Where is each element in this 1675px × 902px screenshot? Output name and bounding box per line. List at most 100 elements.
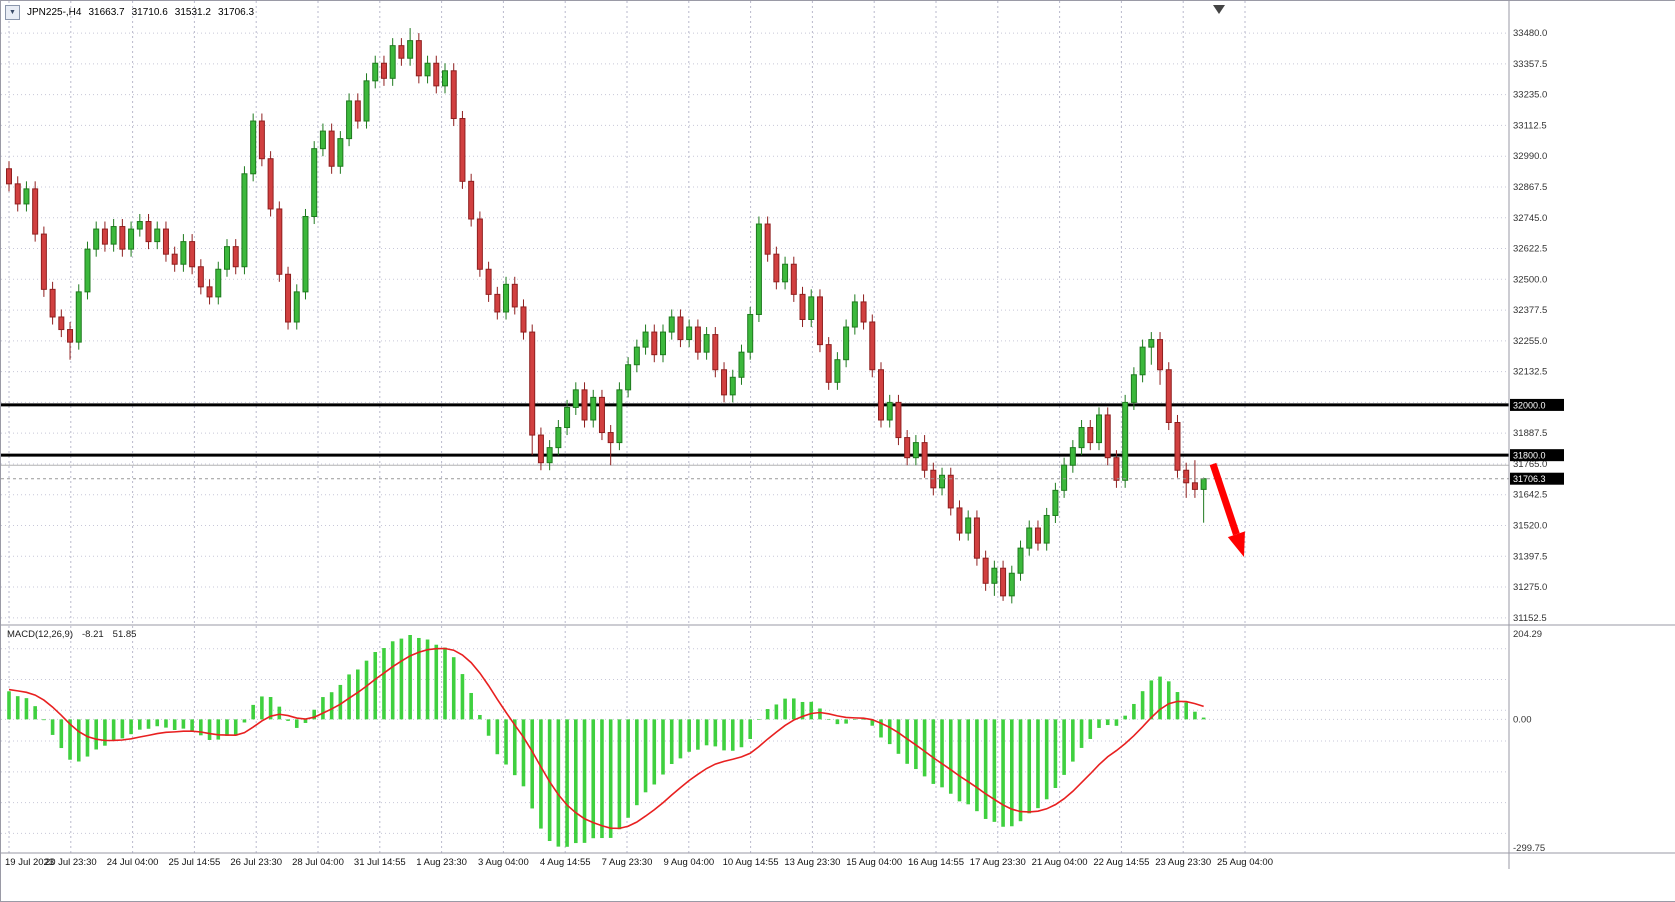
down-arrow-annotation[interactable]: [1209, 462, 1245, 557]
candle: [1148, 332, 1155, 365]
candle: [1113, 450, 1120, 488]
candle: [886, 394, 893, 428]
candle: [1043, 507, 1050, 551]
current-price-label-text: 31706.3: [1513, 474, 1546, 484]
candle: [572, 382, 579, 415]
time-axis-label: 28 Jul 04:00: [292, 857, 344, 868]
candle: [40, 226, 47, 297]
candle: [328, 123, 335, 174]
quote-high: 31710.6: [131, 7, 168, 18]
candle: [511, 276, 518, 315]
candle: [1183, 462, 1190, 498]
candle: [537, 427, 544, 471]
candle: [258, 113, 265, 167]
candle: [843, 319, 850, 368]
candle: [764, 216, 771, 262]
quote-close: 31706.3: [217, 7, 255, 18]
candle: [75, 284, 82, 350]
macd-indicator-readout: MACD(12,26,9) -8.21 51.85: [7, 629, 136, 640]
price-tick-label: 32745.0: [1513, 213, 1547, 224]
candle: [171, 246, 178, 272]
price-tick-label: 31275.0: [1513, 582, 1547, 593]
candle: [712, 327, 719, 378]
price-tick-label: 32867.5: [1513, 182, 1547, 193]
candle: [982, 550, 989, 591]
candle: [581, 382, 588, 428]
quote-low: 31531.2: [174, 7, 211, 18]
price-tick-label: 31765.0: [1513, 459, 1547, 470]
price-scale: 33480.0 33357.5 33235.0 33112.5 32990.0 32867…: [1510, 28, 1564, 854]
price-tick-label: 31642.5: [1513, 490, 1547, 501]
symbol-ohlc-readout: ▼ JPN225-,H4 31663.7 31710.6 31531.2 317…: [5, 5, 254, 20]
candle: [616, 382, 623, 451]
candle: [84, 241, 91, 300]
price-tick-label: 32500.0: [1513, 274, 1547, 285]
candle: [224, 239, 230, 277]
candle: [1139, 339, 1146, 383]
candle: [703, 327, 710, 360]
time-axis-label: 24 Jul 04:00: [107, 857, 159, 868]
candle: [58, 309, 65, 338]
candle: [738, 344, 745, 385]
candle: [721, 362, 728, 403]
price-line-label-text: 32000.0: [1513, 400, 1546, 410]
time-axis-label: 3 Aug 04:00: [478, 857, 529, 868]
candle: [590, 389, 597, 428]
candle: [598, 389, 605, 441]
quote-open: 31663.7: [88, 7, 125, 18]
candle: [529, 324, 536, 456]
price-line-label-text: 31800.0: [1513, 451, 1546, 461]
candle: [389, 38, 396, 86]
candle: [660, 324, 666, 363]
candle: [564, 399, 571, 436]
price-tick-label: 31520.0: [1513, 521, 1547, 532]
candle: [407, 28, 414, 66]
candle: [23, 181, 30, 212]
candle: [285, 266, 292, 330]
candle: [1061, 457, 1068, 498]
candle: [694, 319, 701, 360]
candle: [241, 166, 248, 275]
macd-scale-label: 0.00: [1513, 714, 1532, 725]
current-price-label: [1510, 472, 1564, 485]
time-axis-label: 22 Aug 14:55: [1093, 857, 1149, 868]
time-axis-label: 25 Aug 04:00: [1217, 857, 1273, 868]
candle: [337, 131, 344, 174]
candle: [180, 234, 187, 272]
candle: [973, 510, 980, 566]
candle: [232, 239, 239, 275]
candle: [503, 276, 510, 320]
candle: [1174, 414, 1181, 478]
candle: [686, 319, 693, 348]
candle: [206, 279, 213, 305]
candle: [1069, 440, 1076, 473]
candle: [110, 219, 117, 252]
candle: [1000, 560, 1007, 601]
macd-signal-value: 51.85: [112, 629, 137, 640]
macd-signal-line: [8, 647, 1204, 830]
time-axis-label: 31 Jul 14:55: [354, 857, 406, 868]
candle: [947, 467, 954, 516]
collapse-chart-icon[interactable]: ▼: [5, 5, 20, 20]
candle: [790, 256, 797, 302]
candle: [633, 339, 640, 373]
candle: [293, 284, 300, 330]
triangle-down-icon: ▼: [9, 9, 16, 16]
candle: [799, 286, 806, 328]
candlesticks-layer: [6, 28, 1207, 604]
candle: [372, 55, 379, 89]
time-axis-label: 15 Aug 04:00: [846, 857, 902, 868]
candle: [904, 430, 911, 466]
candle: [782, 256, 789, 290]
candle: [965, 510, 972, 541]
candle: [878, 362, 884, 428]
candle: [1130, 367, 1137, 410]
candle: [476, 211, 483, 277]
price-tick-label: 31887.5: [1513, 428, 1547, 439]
candle: [912, 435, 919, 466]
price-line-label: [1510, 449, 1564, 462]
chart-shift-marker-icon[interactable]: [1213, 5, 1225, 14]
macd-scale-label: -299.75: [1513, 843, 1545, 854]
